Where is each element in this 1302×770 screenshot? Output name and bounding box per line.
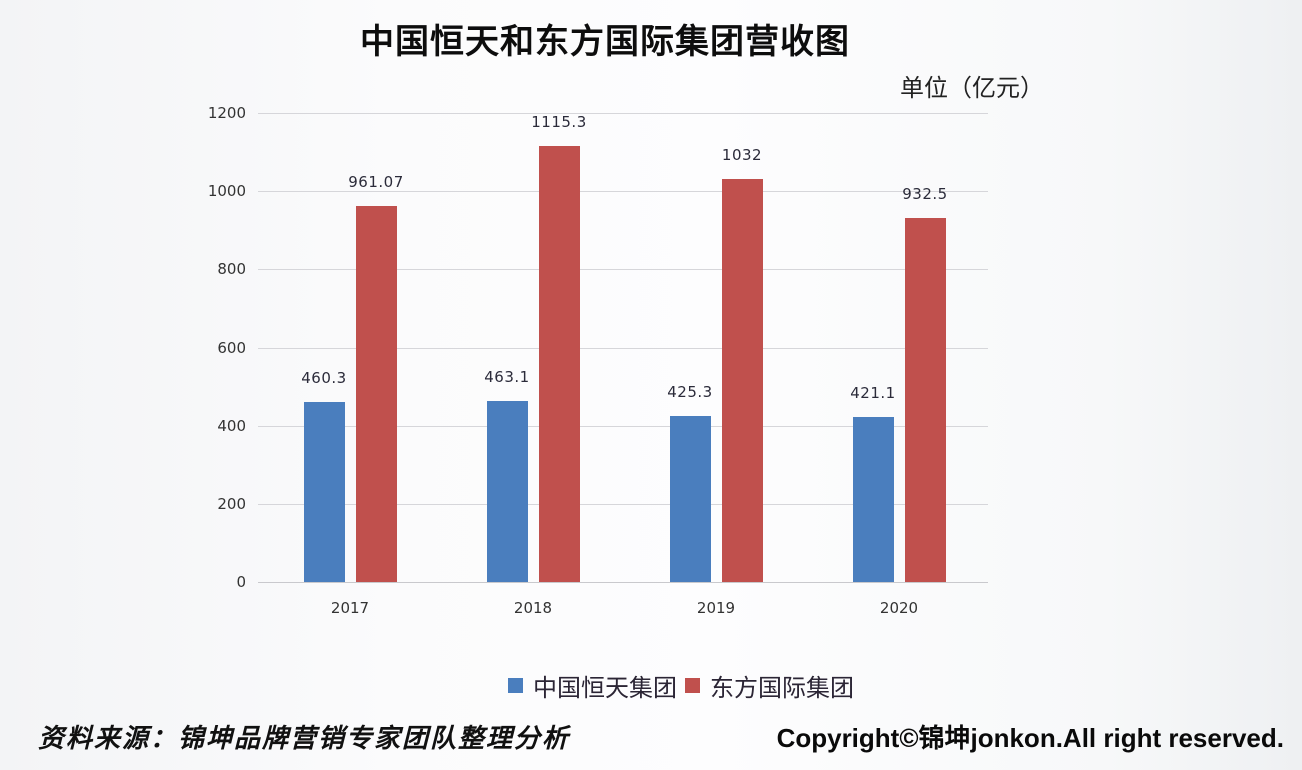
legend-label: 中国恒天集团 xyxy=(533,674,677,702)
bar-hengtian-2019 xyxy=(669,415,711,582)
y-axis-tick-label: 1000 xyxy=(207,182,246,200)
y-axis-tick-label: 600 xyxy=(217,339,246,357)
y-axis-tick-label: 200 xyxy=(217,495,246,513)
legend-item-dongfang: 东方国际集团 xyxy=(685,668,854,703)
data-label: 961.07 xyxy=(348,173,404,192)
legend-label: 东方国际集团 xyxy=(710,674,854,702)
data-label: 932.5 xyxy=(902,184,948,203)
bar-dongfang-2017 xyxy=(355,206,397,582)
y-axis-tick-label: 800 xyxy=(217,260,246,278)
x-axis-tick-label: 2019 xyxy=(696,599,736,617)
y-axis-tick-label: 400 xyxy=(217,417,246,435)
chart-legend: 中国恒天集团 东方国际集团 xyxy=(508,668,862,703)
bar-hengtian-2017 xyxy=(303,402,345,582)
bar-chart-plot-area: 0 200 400 600 800 1000 1200 2017 460.3 961.07 2018… xyxy=(207,104,988,617)
bar-hengtian-2020 xyxy=(852,417,894,582)
x-axis-tick-label: 2017 xyxy=(330,599,370,617)
x-axis-tick-label: 2020 xyxy=(879,599,919,617)
data-label: 425.3 xyxy=(667,382,713,401)
gridline xyxy=(258,113,988,114)
source-note: 资料来源：锦坤品牌营销专家团队整理分析 xyxy=(38,724,571,754)
bar-dongfang-2020 xyxy=(904,217,946,582)
data-label: 1115.3 xyxy=(531,113,587,132)
bar-dongfang-2019 xyxy=(721,178,763,582)
gridline xyxy=(258,582,988,583)
copyright-note: Copyright©锦坤jonkon.All right reserved. xyxy=(776,723,1284,753)
chart-title: 中国恒天和东方国际集团营收图 xyxy=(360,22,850,62)
gridline xyxy=(258,269,988,270)
square-swatch-red-icon xyxy=(685,678,700,693)
unit-label: 单位（亿元） xyxy=(900,74,1044,102)
gridline xyxy=(258,191,988,192)
data-label: 463.1 xyxy=(484,368,530,386)
gridline xyxy=(258,504,988,505)
bar-dongfang-2018 xyxy=(538,146,580,582)
legend-item-hengtian: 中国恒天集团 xyxy=(508,668,677,703)
bar-hengtian-2018 xyxy=(486,401,528,582)
y-axis-tick-label: 1200 xyxy=(207,104,246,122)
y-axis-tick-label: 0 xyxy=(236,573,246,591)
gridline xyxy=(258,348,988,349)
gridline xyxy=(258,426,988,427)
data-label: 421.1 xyxy=(850,384,896,403)
data-label: 1032 xyxy=(721,145,763,164)
square-swatch-blue-icon xyxy=(508,678,523,693)
x-axis-tick-label: 2018 xyxy=(513,599,553,617)
data-label: 460.3 xyxy=(301,369,347,388)
